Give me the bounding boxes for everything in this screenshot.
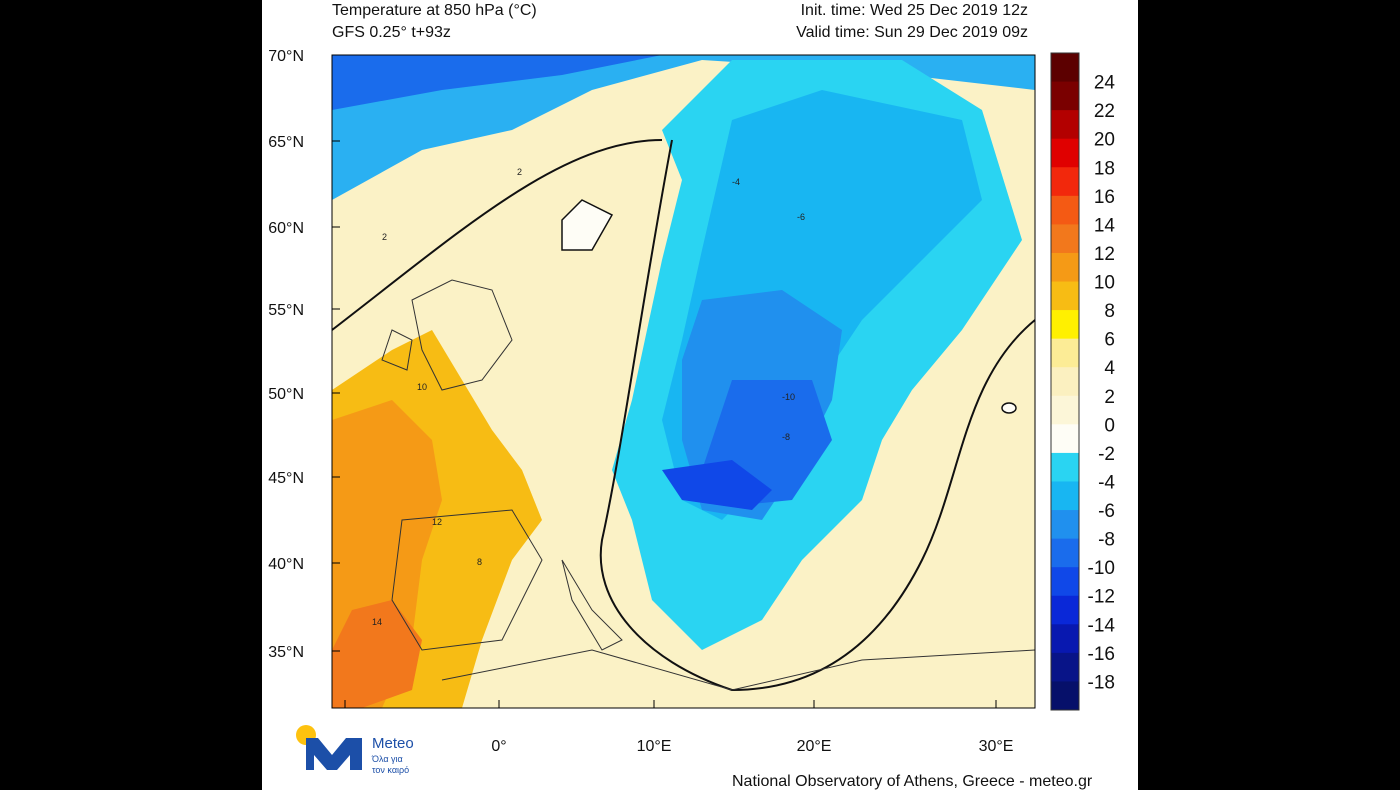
colorbar-label: 14 [1094, 215, 1116, 236]
colorbar-label: 8 [1104, 301, 1115, 322]
colorbar-label: 0 [1104, 415, 1115, 436]
colorbar-swatch [1051, 395, 1079, 425]
lon-axis: 0° 10°E 20°E 30°E [344, 700, 1014, 755]
lat-label: 55°N [268, 302, 304, 319]
colorbar-swatch [1051, 310, 1079, 340]
colorbar-label: 4 [1104, 358, 1115, 379]
map-field [331, 54, 1036, 709]
contour-label: -10 [782, 392, 795, 402]
colorbar-swatch [1051, 167, 1079, 197]
colorbar-swatch [1051, 452, 1079, 482]
colorbar-label: 2 [1104, 387, 1115, 408]
colorbar-swatch [1051, 481, 1079, 511]
colorbar-label: 10 [1094, 273, 1115, 294]
colorbar-label: -8 [1098, 530, 1115, 551]
colorbar-label: 18 [1094, 158, 1115, 179]
lat-label: 65°N [268, 134, 304, 151]
colorbar-swatch [1051, 567, 1079, 597]
lat-label: 35°N [268, 644, 304, 661]
lon-label: 20°E [797, 738, 832, 755]
colorbar-label: 16 [1094, 187, 1115, 208]
colorbar-label: -2 [1098, 444, 1115, 465]
lat-label: 50°N [268, 386, 304, 403]
colorbar-label: -10 [1088, 558, 1115, 579]
model-run: GFS 0.25° t+93z [332, 24, 451, 41]
colorbar-label: -12 [1088, 587, 1115, 608]
map-figure: Temperature at 850 hPa (°C) GFS 0.25° t+… [268, 2, 1116, 790]
colorbar-frame [1050, 52, 1080, 711]
colorbar-swatch [1051, 110, 1079, 140]
map-panel: Temperature at 850 hPa (°C) GFS 0.25° t+… [262, 0, 1138, 790]
lat-label: 60°N [268, 220, 304, 237]
colorbar-label: -18 [1088, 672, 1115, 693]
colorbar-label: 6 [1104, 330, 1115, 351]
colorbar-label: -4 [1098, 472, 1115, 493]
colorbar-label: 24 [1094, 73, 1116, 94]
logo: Meteo Όλα για τον καιρό [296, 725, 414, 775]
contour-labels: 2 2 -4 -6 -8 -10 10 12 14 8 [372, 167, 805, 627]
colorbar-swatch [1051, 138, 1079, 168]
colorbar-swatch [1051, 252, 1079, 283]
lat-label: 45°N [268, 470, 304, 487]
lat-label: 40°N [268, 556, 304, 573]
lat-label: 70°N [268, 48, 304, 65]
contour-label: 14 [372, 617, 382, 627]
colorbar-label: 22 [1094, 101, 1115, 122]
lon-label: 30°E [979, 738, 1014, 755]
lat-axis: 70°N 65°N 60°N 55°N 50°N 45°N 40°N 35°N [268, 48, 340, 661]
colorbar-swatch [1051, 681, 1079, 711]
contour-label: 8 [477, 557, 482, 567]
colorbar-label: -6 [1098, 501, 1115, 522]
colorbar-swatch [1051, 510, 1079, 540]
lon-label: 0° [491, 738, 506, 755]
colorbar-swatch [1051, 367, 1079, 397]
init-time: Init. time: Wed 25 Dec 2019 12z [801, 2, 1028, 19]
logo-mark [306, 738, 362, 770]
colorbar-label: 20 [1094, 130, 1115, 151]
colorbar-swatch [1051, 81, 1079, 111]
colorbar-swatch [1051, 424, 1079, 454]
colorbar: 242220181614121086420-2-4-6-8-10-12-14-1… [1050, 52, 1116, 711]
colorbar-swatch [1051, 338, 1079, 368]
footer: National Observatory of Athens, Greece -… [732, 773, 1093, 790]
lon-label: 10°E [637, 738, 672, 755]
contour-label: 2 [382, 232, 387, 242]
colorbar-label: -14 [1088, 615, 1116, 636]
contour-label: -6 [797, 212, 805, 222]
colorbar-swatch [1051, 195, 1079, 225]
contour-label: -4 [732, 177, 740, 187]
colorbar-swatch [1051, 595, 1079, 625]
contour-label: -8 [782, 432, 790, 442]
colorbar-swatch [1051, 281, 1079, 311]
contour-label: 12 [432, 517, 442, 527]
colorbar-label: 12 [1094, 244, 1115, 265]
contour-label: 2 [517, 167, 522, 177]
contour-label: 10 [417, 382, 427, 392]
valid-time: Valid time: Sun 29 Dec 2019 09z [796, 24, 1028, 41]
colorbar-swatch [1051, 224, 1079, 254]
colorbar-swatch [1051, 652, 1079, 682]
colorbar-swatch [1051, 624, 1079, 654]
title: Temperature at 850 hPa (°C) [332, 2, 537, 19]
logo-tagline: Όλα για [371, 754, 403, 764]
colorbar-swatch [1051, 53, 1079, 83]
colorbar-swatch [1051, 538, 1079, 568]
colorbar-label: -16 [1088, 644, 1115, 665]
logo-tagline: τον καιρό [372, 765, 409, 775]
logo-name: Meteo [372, 735, 414, 752]
